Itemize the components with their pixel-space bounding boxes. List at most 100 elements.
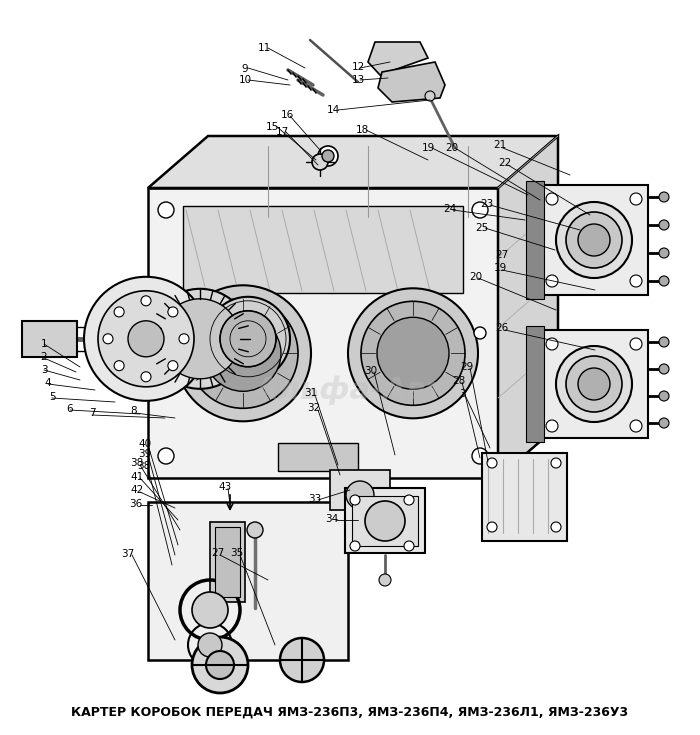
Text: 31: 31 [304, 388, 318, 398]
Text: 2: 2 [41, 352, 48, 362]
Text: 1: 1 [41, 339, 48, 349]
Bar [330, 470, 390, 510]
Text: 27: 27 [496, 250, 509, 260]
Circle shape [659, 248, 669, 258]
Circle shape [205, 315, 281, 391]
Text: 32: 32 [307, 403, 321, 413]
Polygon shape [498, 136, 558, 478]
Circle shape [377, 318, 449, 390]
Circle shape [630, 420, 642, 432]
Bar [526, 326, 544, 442]
Text: 10: 10 [239, 75, 251, 85]
Text: 29: 29 [461, 362, 474, 372]
Circle shape [160, 327, 172, 339]
Text: 18: 18 [356, 125, 369, 135]
Text: 16: 16 [281, 110, 293, 120]
Circle shape [379, 574, 391, 586]
Circle shape [659, 276, 669, 286]
Circle shape [346, 481, 374, 509]
Circle shape [114, 361, 124, 370]
Circle shape [141, 372, 151, 381]
Circle shape [220, 311, 276, 367]
Circle shape [556, 202, 632, 278]
Bar [540, 330, 648, 438]
Circle shape [474, 327, 486, 339]
Circle shape [361, 301, 465, 405]
Circle shape [630, 275, 642, 287]
Text: 20: 20 [445, 143, 458, 153]
Bar [183, 206, 463, 293]
Text: 33: 33 [309, 494, 321, 504]
Circle shape [578, 224, 610, 256]
Text: 7: 7 [89, 408, 95, 418]
Bar [345, 488, 425, 553]
Circle shape [141, 295, 151, 306]
Text: 3: 3 [458, 389, 466, 399]
Circle shape [168, 307, 178, 317]
Polygon shape [378, 62, 445, 102]
Circle shape [322, 150, 334, 162]
Circle shape [128, 320, 164, 356]
Circle shape [487, 522, 497, 532]
Text: 27: 27 [211, 548, 225, 558]
Circle shape [84, 277, 208, 401]
Bar [482, 453, 567, 541]
Circle shape [566, 212, 622, 268]
Circle shape [659, 418, 669, 428]
Circle shape [103, 334, 113, 344]
Circle shape [546, 193, 558, 205]
Circle shape [551, 458, 561, 468]
Circle shape [247, 522, 263, 538]
Circle shape [472, 448, 488, 464]
Circle shape [348, 288, 478, 418]
Text: Альфа-Авт: Альфа-Авт [256, 376, 444, 405]
Circle shape [546, 420, 558, 432]
Text: 15: 15 [265, 122, 279, 132]
Circle shape [179, 334, 189, 344]
Circle shape [566, 356, 622, 412]
Text: 11: 11 [258, 43, 271, 53]
Text: 9: 9 [241, 64, 248, 74]
Text: 36: 36 [130, 499, 143, 509]
Circle shape [659, 364, 669, 374]
Text: 28: 28 [452, 376, 466, 386]
Text: 5: 5 [49, 392, 55, 402]
Text: 39: 39 [139, 449, 152, 459]
Text: 43: 43 [218, 482, 232, 492]
Text: 26: 26 [496, 323, 509, 333]
Circle shape [312, 154, 328, 170]
Text: 38: 38 [130, 458, 143, 468]
Bar [148, 502, 348, 660]
Circle shape [404, 541, 414, 551]
Text: 12: 12 [351, 62, 365, 72]
Text: 6: 6 [66, 404, 74, 414]
Text: 19: 19 [494, 263, 507, 273]
Bar [210, 522, 245, 602]
Circle shape [198, 633, 222, 657]
Circle shape [425, 91, 435, 101]
Text: 34: 34 [326, 514, 339, 524]
Circle shape [546, 338, 558, 350]
Polygon shape [148, 136, 558, 188]
Text: 4: 4 [45, 378, 51, 388]
Text: КАРТЕР КОРОБОК ПЕРЕДАЧ ЯМЗ-236П3, ЯМЗ-236П4, ЯМЗ-236Л1, ЯМЗ-236У3: КАРТЕР КОРОБОК ПЕРЕДАЧ ЯМЗ-236П3, ЯМЗ-23… [71, 706, 629, 719]
Text: 42: 42 [130, 485, 143, 495]
Text: 20: 20 [470, 272, 482, 282]
Circle shape [659, 192, 669, 202]
Circle shape [158, 202, 174, 218]
Circle shape [472, 202, 488, 218]
Text: 30: 30 [365, 366, 377, 376]
Circle shape [350, 541, 360, 551]
Circle shape [404, 495, 414, 505]
Text: 25: 25 [475, 223, 489, 233]
Bar [148, 188, 498, 478]
Text: 17: 17 [275, 127, 288, 137]
Circle shape [192, 592, 228, 628]
Text: 21: 21 [494, 140, 507, 150]
Circle shape [350, 495, 360, 505]
Text: 37: 37 [121, 549, 134, 559]
Text: 19: 19 [421, 143, 435, 153]
Text: 22: 22 [498, 158, 512, 168]
Text: 41: 41 [130, 472, 143, 482]
Circle shape [630, 338, 642, 350]
